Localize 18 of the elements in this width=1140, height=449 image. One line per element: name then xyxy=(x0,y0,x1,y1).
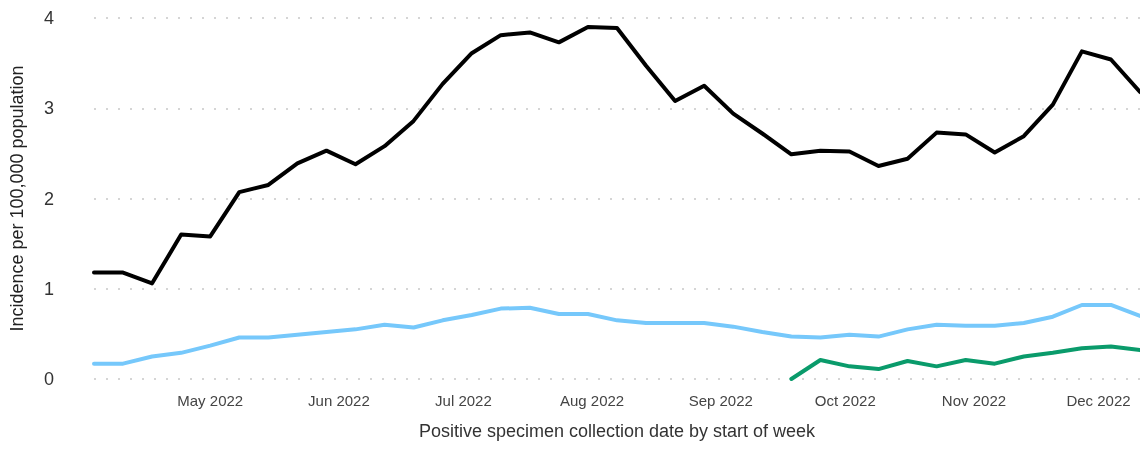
x-tick-label: Dec 2022 xyxy=(1066,392,1131,409)
line-series xyxy=(789,344,1140,381)
x-tick-label: Jun 2022 xyxy=(308,392,370,409)
line-series xyxy=(92,25,1140,286)
x-tick-label: Sep 2022 xyxy=(688,392,753,409)
x-tick-label: May 2022 xyxy=(177,392,244,409)
y-axis-title: Incidence per 100,000 population xyxy=(7,65,27,332)
x-tick-label: Nov 2022 xyxy=(941,392,1007,409)
x-tick-label: Oct 2022 xyxy=(814,392,876,409)
x-tick-label: Jul 2022 xyxy=(435,392,492,409)
line-series xyxy=(92,303,1140,366)
y-tick-label: 1 xyxy=(43,278,55,299)
y-tick-label: 2 xyxy=(43,188,55,209)
y-tick-label: 4 xyxy=(43,8,55,28)
x-axis-title: Positive specimen collection date by start of week xyxy=(418,421,817,441)
y-tick-label: 0 xyxy=(43,369,55,389)
y-tick-label: 3 xyxy=(43,98,55,119)
x-tick-label: Aug 2022 xyxy=(559,392,625,409)
